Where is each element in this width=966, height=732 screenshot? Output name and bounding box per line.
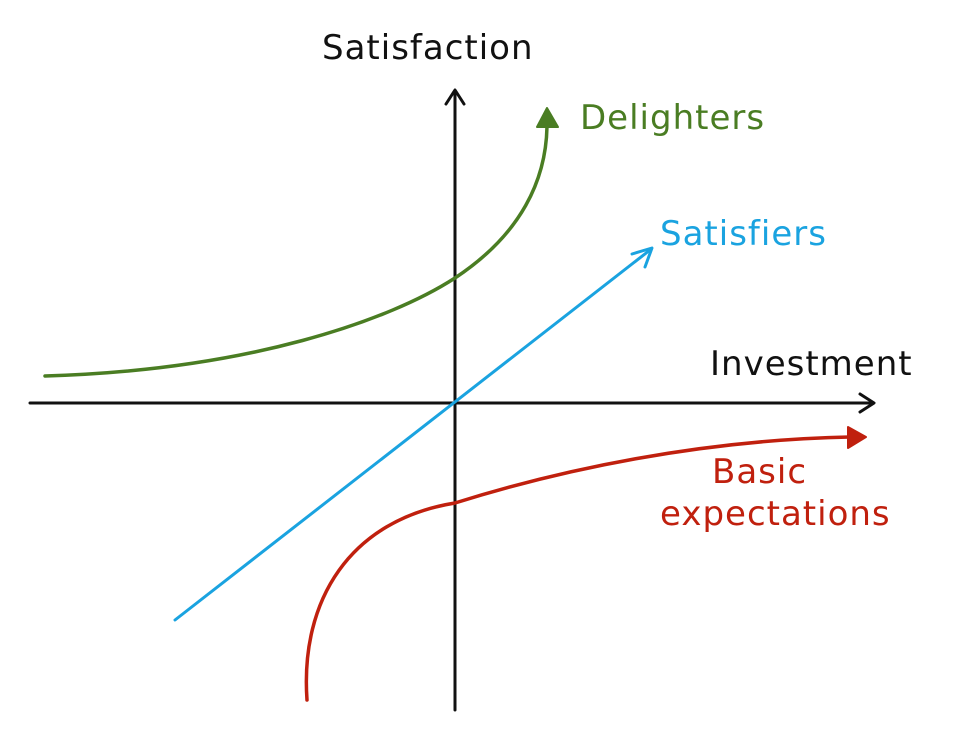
basic-expectations-arrowhead: [847, 426, 867, 449]
satisfiers-label: Satisfiers: [660, 214, 827, 254]
x-axis-label: Investment: [710, 344, 913, 384]
delighters-label: Delighters: [580, 98, 766, 138]
y-axis-label: Satisfaction: [322, 28, 534, 68]
satisfiers-arrowhead: [630, 246, 654, 269]
satisfiers-line: [173, 248, 652, 622]
basic-label-line1: Basic: [712, 452, 808, 492]
basic-expectations-curve: [304, 435, 852, 702]
basic-label-line2: expectations: [660, 494, 891, 534]
x-axis-arrowhead: [858, 392, 876, 414]
delighters-curve: [43, 118, 549, 378]
delighters-arrowhead: [536, 107, 559, 128]
y-axis-arrowhead: [444, 88, 466, 106]
